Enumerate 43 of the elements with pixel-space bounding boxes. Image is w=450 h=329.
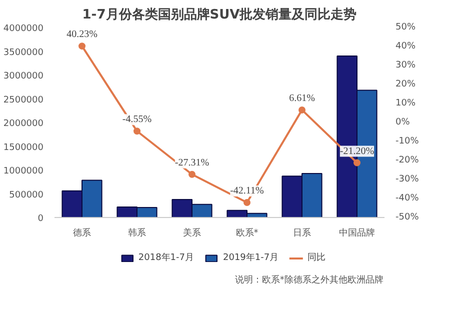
y2-tick-label: -50%: [396, 212, 420, 222]
y-tick-label: 0: [38, 214, 44, 224]
x-tick-label: 德系: [73, 228, 91, 238]
y2-tick-label: 20%: [396, 80, 416, 90]
y-tick-label: 2500000: [3, 95, 44, 106]
legend-label: 同比: [308, 252, 327, 264]
y2-tick-label: -30%: [396, 174, 420, 184]
y2-tick-label: 30%: [396, 60, 416, 70]
data-label: 40.23%: [66, 29, 98, 40]
x-tick-label: 美系: [183, 228, 201, 238]
y-tick-label: 3500000: [3, 48, 44, 58]
y-tick-label: 500000: [9, 190, 44, 200]
y2-tick-label: -10%: [396, 136, 420, 146]
y-tick-label: 1000000: [3, 166, 44, 176]
y-tick-label: 4000000: [3, 24, 44, 34]
x-tick-label: 日系: [293, 228, 311, 238]
point: [354, 159, 360, 166]
y2-tick-label: 10%: [396, 98, 416, 108]
data-label: 6.61%: [289, 92, 315, 104]
point: [244, 199, 250, 206]
data-label: -27.31%: [174, 157, 210, 168]
y-tick-label: 1500000: [3, 142, 44, 153]
data-label: -21.20%: [340, 146, 374, 157]
text: 说明：欧系*除德系之外其他欧洲品牌: [234, 274, 384, 286]
point: [188, 170, 196, 178]
legend-label: 2019年1-7月: [223, 252, 279, 264]
point: [298, 106, 306, 114]
y-tick-label: 2000000: [3, 119, 44, 129]
point: [78, 42, 86, 50]
x-tick-label: 欧系*: [236, 228, 259, 238]
y2-tick-label: 0%: [396, 118, 410, 128]
x-tick-label: 中国品牌: [339, 228, 375, 238]
point: [134, 128, 140, 135]
y2-tick-label: -20%: [396, 156, 420, 166]
y2-tick-label: 40%: [396, 42, 416, 52]
chart-title: 1-7月份各类国别品牌SUV批发销量及同比走势: [82, 6, 357, 22]
y2-tick-label: -40%: [396, 194, 420, 204]
x-tick-label: 韩系: [128, 228, 146, 238]
legend-label: 2018年1-7月: [138, 252, 194, 264]
data-label: -42.11%: [230, 186, 264, 197]
y-tick-label: 3000000: [3, 72, 44, 82]
data-label: -4.55%: [122, 114, 152, 126]
y2-tick-label: 50%: [396, 22, 416, 32]
